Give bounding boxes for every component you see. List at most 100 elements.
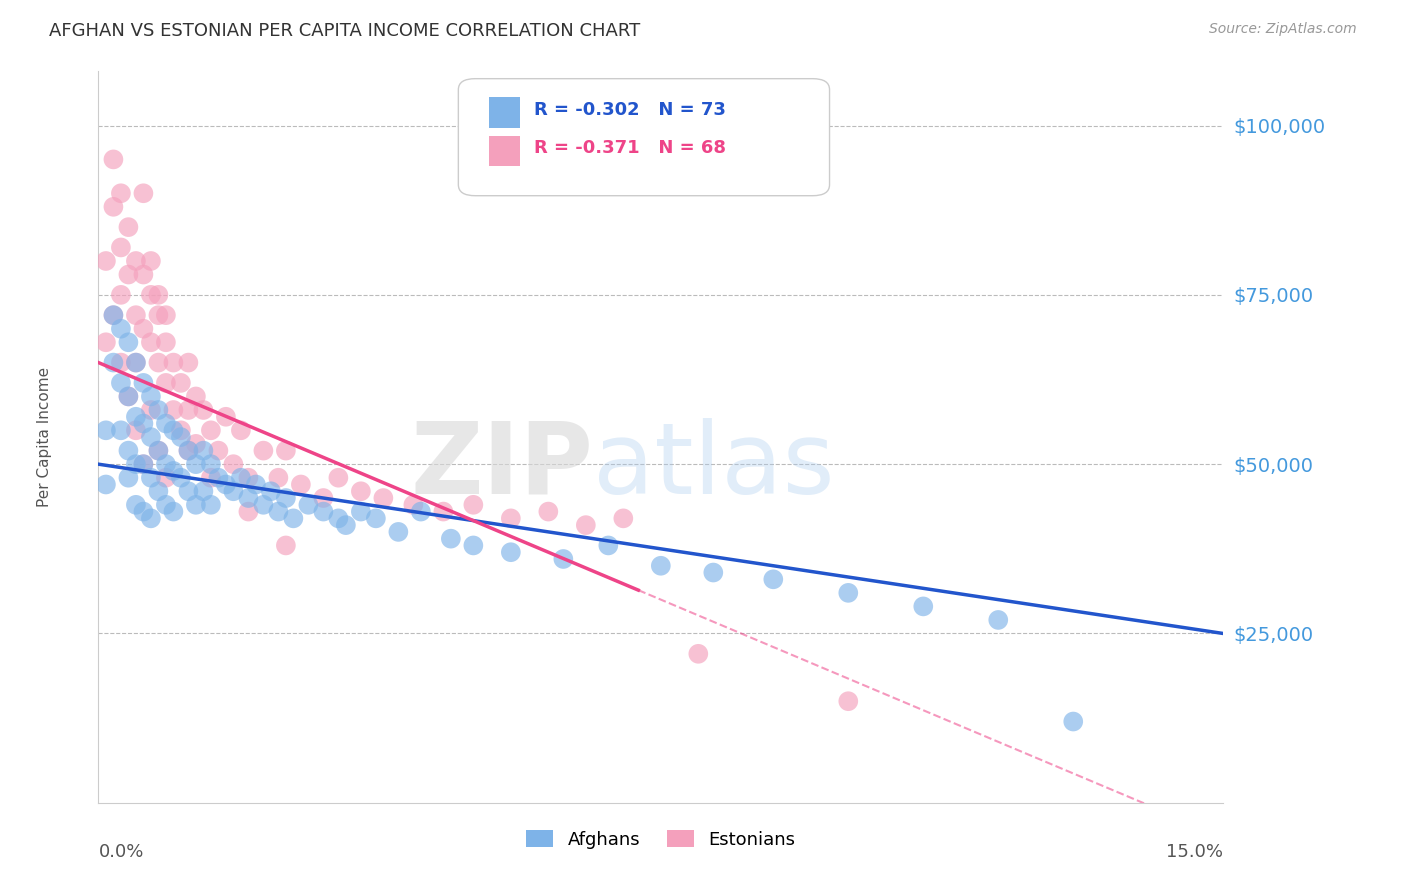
Point [440, 532, 463, 546]
Point [110, 322, 132, 336]
FancyBboxPatch shape [489, 97, 520, 128]
Point [139, 288, 162, 302]
Point [103, 355, 125, 369]
Point [553, 552, 575, 566]
Point [125, 423, 148, 437]
Point [155, 308, 177, 322]
Text: R = -0.302   N = 73: R = -0.302 N = 73 [534, 101, 725, 120]
Point [148, 484, 170, 499]
Point [148, 403, 170, 417]
Text: AFGHAN VS ESTONIAN PER CAPITA INCOME CORRELATION CHART: AFGHAN VS ESTONIAN PER CAPITA INCOME COR… [49, 22, 641, 40]
Point [200, 471, 222, 485]
Point [94, 423, 117, 437]
Point [117, 443, 139, 458]
Point [184, 389, 207, 403]
Point [537, 505, 560, 519]
Point [132, 186, 155, 201]
Point [139, 389, 162, 403]
Point [364, 511, 387, 525]
Point [837, 694, 859, 708]
Point [177, 403, 200, 417]
Point [245, 477, 267, 491]
Point [762, 572, 785, 586]
Point [155, 457, 177, 471]
Point [125, 308, 148, 322]
Point [650, 558, 672, 573]
Point [193, 443, 215, 458]
Point [170, 471, 193, 485]
Point [125, 409, 148, 424]
Point [162, 464, 184, 478]
Point [94, 477, 117, 491]
Point [290, 477, 312, 491]
Point [103, 200, 125, 214]
Point [110, 186, 132, 201]
Point [238, 505, 260, 519]
Text: Source: ZipAtlas.com: Source: ZipAtlas.com [1209, 22, 1357, 37]
Point [193, 403, 215, 417]
Point [837, 586, 859, 600]
Point [215, 477, 238, 491]
Point [267, 505, 290, 519]
Point [312, 491, 335, 505]
Point [229, 423, 252, 437]
Point [125, 254, 148, 268]
Point [350, 484, 373, 499]
Point [238, 471, 260, 485]
Point [132, 505, 155, 519]
Point [139, 430, 162, 444]
Point [387, 524, 409, 539]
Point [94, 254, 117, 268]
Point [155, 376, 177, 390]
Point [432, 505, 454, 519]
Point [328, 511, 350, 525]
Point [499, 545, 522, 559]
Text: 0.0%: 0.0% [98, 843, 143, 861]
Point [170, 376, 193, 390]
Point [125, 355, 148, 369]
Point [177, 443, 200, 458]
Point [110, 288, 132, 302]
Point [350, 505, 373, 519]
Point [117, 389, 139, 403]
Point [207, 443, 229, 458]
Point [274, 491, 297, 505]
Point [252, 498, 274, 512]
Point [170, 423, 193, 437]
Point [148, 308, 170, 322]
Point [200, 457, 222, 471]
Point [215, 409, 238, 424]
Text: R = -0.371   N = 68: R = -0.371 N = 68 [534, 139, 725, 157]
Point [463, 498, 485, 512]
Point [132, 417, 155, 431]
Point [328, 471, 350, 485]
Point [125, 498, 148, 512]
Text: 15.0%: 15.0% [1166, 843, 1223, 861]
Point [612, 511, 634, 525]
Point [148, 443, 170, 458]
Point [274, 443, 297, 458]
Point [139, 335, 162, 350]
Point [103, 308, 125, 322]
Point [222, 457, 245, 471]
Point [297, 498, 319, 512]
Point [184, 437, 207, 451]
Point [200, 498, 222, 512]
Point [229, 471, 252, 485]
Point [139, 511, 162, 525]
Point [139, 471, 162, 485]
Point [312, 505, 335, 519]
Point [1062, 714, 1084, 729]
Point [117, 471, 139, 485]
Point [148, 288, 170, 302]
Point [162, 505, 184, 519]
Point [184, 457, 207, 471]
Point [177, 355, 200, 369]
Point [155, 335, 177, 350]
Point [110, 355, 132, 369]
Point [274, 538, 297, 552]
Point [260, 484, 283, 499]
Point [402, 498, 425, 512]
Point [162, 403, 184, 417]
Point [987, 613, 1010, 627]
